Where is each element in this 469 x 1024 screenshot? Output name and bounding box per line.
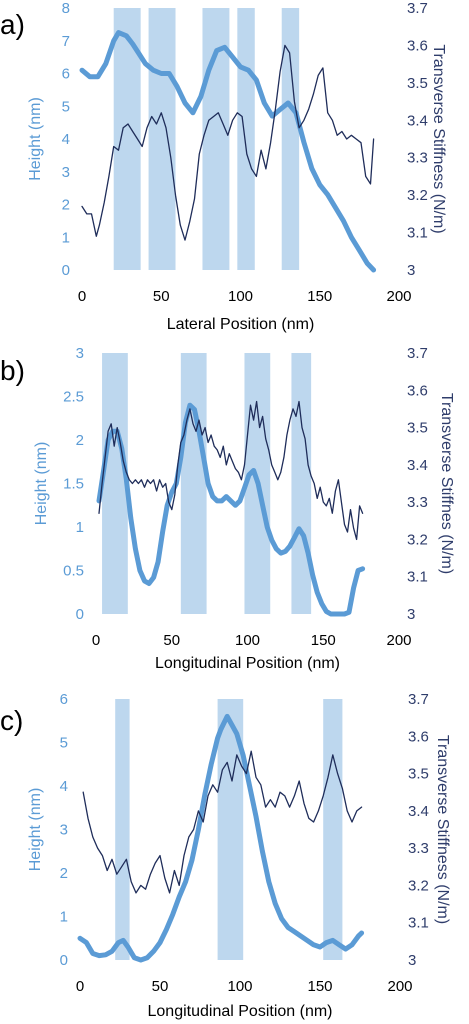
y-tick-right: 3.2 [407, 187, 428, 204]
x-tick: 50 [152, 978, 169, 995]
y-tick-right: 3.7 [407, 345, 428, 362]
height-series-line [79, 30, 377, 273]
y-tick-left: 5 [62, 98, 70, 115]
y-tick-left: 2 [60, 865, 68, 882]
chart-panel-1: a) 0 1 2 3 4 5 6 7 8 3 3.1 3.2 3.3 3.4 3.5 3.6 3.7 0 50 100 1… [0, 0, 447, 333]
y-tick-right: 3.5 [407, 75, 428, 92]
stiffness-series-line [98, 400, 364, 541]
y-tick-right: 3.4 [408, 803, 429, 820]
x-tick: 100 [235, 632, 260, 649]
panel-label: c) [0, 705, 23, 736]
x-tick: 100 [227, 978, 252, 995]
y-tick-left: 4 [60, 778, 68, 795]
chart-panel-3: c) 0 1 2 3 4 5 6 3 3.1 3.2 3.3 3.4 3.5 3.6 3.7 0 50 100 150… [0, 691, 451, 1020]
x-tick: 0 [92, 632, 100, 649]
y-tick-right: 3.1 [407, 225, 428, 242]
x-axis-title: Longitudinal Position (nm) [148, 1003, 333, 1020]
y-tick-left: 7 [62, 33, 70, 50]
y-axis-left-title: Height (nm) [33, 442, 50, 526]
highlight-band [148, 8, 176, 270]
x-tick: 0 [78, 288, 86, 305]
highlight-band [115, 699, 130, 960]
x-tick: 50 [163, 632, 180, 649]
y-tick-left: 1 [76, 519, 84, 536]
y-tick-left: 2 [62, 197, 70, 214]
x-tick: 50 [153, 288, 170, 305]
y-tick-left: 0 [60, 952, 68, 969]
y-tick-left: 3 [62, 164, 70, 181]
y-tick-right: 3.7 [407, 0, 428, 17]
y-tick-right: 3.6 [408, 728, 429, 745]
highlight-band [237, 8, 255, 270]
y-axis-right-title: Transverse Stiffness (N/m) [430, 44, 447, 233]
stiffness-series-line [82, 750, 363, 894]
y-tick-left: 1 [62, 229, 70, 246]
panel-label: a) [0, 9, 25, 40]
chart-panel-2: b) 0 0.5 1 1.5 2 2.5 3 3 3.1 3.2 3.3 3.4 3.5 3.6 3.7 0 50… [0, 345, 455, 672]
y-tick-right: 3 [408, 952, 416, 969]
y-tick-left: 0.5 [63, 563, 84, 580]
x-tick: 150 [311, 632, 336, 649]
y-tick-right: 3.1 [408, 915, 429, 932]
highlight-band [281, 8, 300, 270]
y-axis-right-title: Transverse Stiffnes (N/m) [438, 393, 455, 574]
y-tick-right: 3.2 [407, 531, 428, 548]
y-axis-left-title: Height (nm) [27, 97, 44, 181]
y-tick-right: 3.5 [408, 766, 429, 783]
y-tick-right: 3.4 [407, 112, 428, 129]
y-tick-right: 3.7 [408, 691, 429, 708]
y-tick-right: 3.6 [407, 37, 428, 54]
y-tick-left: 6 [62, 66, 70, 83]
x-axis-title: Longitudinal Position (nm) [155, 655, 340, 672]
highlight-band [323, 699, 343, 960]
y-tick-left: 2 [76, 432, 84, 449]
highlight-band [180, 353, 207, 614]
x-tick: 150 [307, 288, 332, 305]
y-tick-left: 1 [60, 909, 68, 926]
y-tick-left: 8 [62, 0, 70, 17]
height-series-line [96, 402, 366, 617]
stiffness-series-line [81, 44, 375, 241]
highlight-band [291, 353, 312, 614]
x-tick: 200 [386, 288, 411, 305]
x-tick: 200 [387, 978, 412, 995]
x-axis-title: Lateral Position (nm) [167, 316, 315, 333]
y-tick-right: 3.4 [407, 457, 428, 474]
panel-label: b) [0, 355, 25, 386]
y-tick-left: 0 [62, 262, 70, 279]
y-tick-left: 3 [60, 822, 68, 839]
x-tick: 200 [386, 632, 411, 649]
y-tick-right: 3.2 [408, 877, 429, 894]
y-tick-right: 3.3 [407, 150, 428, 167]
y-tick-right: 3 [407, 606, 415, 623]
x-tick: 100 [228, 288, 253, 305]
y-tick-right: 3 [407, 262, 415, 279]
y-tick-right: 3.1 [407, 569, 428, 586]
y-tick-right: 3.6 [407, 382, 428, 399]
y-tick-right: 3.3 [407, 494, 428, 511]
y-tick-left: 3 [76, 345, 84, 362]
height-series-line [77, 713, 365, 963]
y-tick-left: 2.5 [63, 389, 84, 406]
y-tick-left: 0 [76, 606, 84, 623]
y-tick-left: 6 [60, 691, 68, 708]
y-tick-left: 4 [62, 131, 70, 148]
y-tick-right: 3.3 [408, 840, 429, 857]
y-axis-left-title: Height (nm) [27, 788, 44, 872]
highlight-band [102, 353, 128, 614]
x-tick: 0 [76, 978, 84, 995]
y-tick-left: 5 [60, 735, 68, 752]
x-tick: 150 [307, 978, 332, 995]
y-axis-right-title: Transverse Stiffness (N/m) [434, 735, 451, 924]
y-tick-right: 3.5 [407, 420, 428, 437]
y-tick-left: 1.5 [63, 476, 84, 493]
